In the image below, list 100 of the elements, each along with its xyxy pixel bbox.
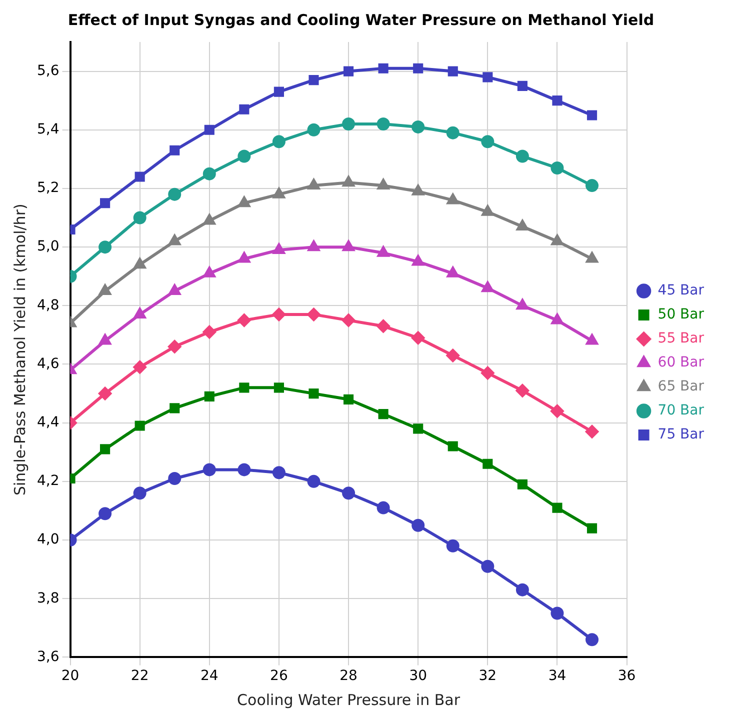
point <box>517 80 528 91</box>
point <box>134 420 145 431</box>
legend-label: 70 Bar <box>658 402 704 419</box>
point <box>342 176 354 187</box>
point <box>168 234 180 246</box>
point <box>378 63 388 74</box>
point <box>481 366 494 380</box>
x-axis-title: Cooling Water Pressure in Bar <box>237 690 461 709</box>
point <box>412 184 424 196</box>
point <box>342 240 354 252</box>
point <box>133 360 146 374</box>
point <box>308 388 319 399</box>
point <box>204 391 214 402</box>
point <box>482 282 494 292</box>
point <box>412 255 424 266</box>
point <box>238 252 250 263</box>
x-tick-label: 34 <box>548 668 566 684</box>
point <box>482 458 493 469</box>
point <box>552 96 562 106</box>
point <box>550 404 564 418</box>
x-tick-label: 32 <box>478 668 497 684</box>
point <box>550 606 564 620</box>
point <box>307 123 320 136</box>
x-tick-label: 36 <box>618 668 636 684</box>
point <box>412 518 425 532</box>
point <box>446 539 460 552</box>
point <box>552 502 562 513</box>
point <box>586 523 598 534</box>
legend-label: 75 Bar <box>658 426 704 443</box>
point <box>308 179 320 190</box>
point <box>273 188 285 198</box>
point <box>238 314 251 327</box>
point <box>134 172 145 182</box>
point <box>447 266 459 278</box>
point <box>204 214 216 225</box>
point <box>481 135 494 148</box>
y-tick-label: 4,0 <box>37 532 60 548</box>
point <box>516 384 529 398</box>
y-tick-label: 5,2 <box>37 180 60 196</box>
point <box>516 299 528 310</box>
chart-title: Effect of Input Syngas and Cooling Water Pressure on Methanol Yield <box>68 10 654 29</box>
point <box>481 560 494 573</box>
point <box>446 348 460 362</box>
point <box>376 501 390 514</box>
point <box>413 63 424 74</box>
point <box>343 66 354 76</box>
point <box>204 266 216 278</box>
point <box>238 463 251 476</box>
point <box>551 314 564 324</box>
point <box>202 167 216 180</box>
point <box>134 258 146 269</box>
point <box>377 246 390 257</box>
point <box>586 179 599 192</box>
y-tick-label: 5,0 <box>37 238 60 255</box>
x-tick-label: 20 <box>61 668 80 684</box>
point <box>482 205 494 216</box>
point <box>412 331 425 344</box>
point <box>342 314 356 327</box>
point <box>238 150 251 163</box>
point <box>100 444 110 454</box>
point <box>307 308 320 321</box>
point <box>342 486 356 500</box>
x-tick-label: 24 <box>200 668 218 684</box>
legend-label: 65 Bar <box>658 378 704 395</box>
x-tick-label: 22 <box>130 668 149 684</box>
point <box>343 394 354 404</box>
point <box>202 463 216 476</box>
point <box>308 240 320 252</box>
point <box>446 126 460 140</box>
point <box>239 382 250 393</box>
legend-label: 60 Bar <box>658 354 704 371</box>
point <box>238 196 250 208</box>
point <box>516 220 528 231</box>
y-tick-label: 4,6 <box>37 356 60 372</box>
point <box>274 86 284 97</box>
point <box>307 474 320 488</box>
point <box>516 150 529 163</box>
y-tick-label: 4,4 <box>37 414 60 430</box>
point <box>99 334 111 345</box>
point <box>448 66 458 76</box>
point <box>448 441 458 452</box>
point <box>239 104 250 114</box>
x-tick-label: 26 <box>270 668 288 684</box>
point <box>412 120 425 134</box>
point <box>202 326 216 339</box>
legend-label: 55 Bar <box>658 330 704 347</box>
point <box>134 308 146 318</box>
legend-label: 50 Bar <box>658 306 704 323</box>
point <box>98 240 112 254</box>
point <box>482 72 493 82</box>
point <box>376 320 390 333</box>
point <box>98 507 112 520</box>
point <box>272 308 286 321</box>
point <box>133 486 146 500</box>
point <box>586 334 598 345</box>
y-tick-label: 5,6 <box>37 62 60 79</box>
point <box>342 118 356 131</box>
point <box>308 75 319 86</box>
point <box>377 179 390 190</box>
point <box>447 194 459 204</box>
